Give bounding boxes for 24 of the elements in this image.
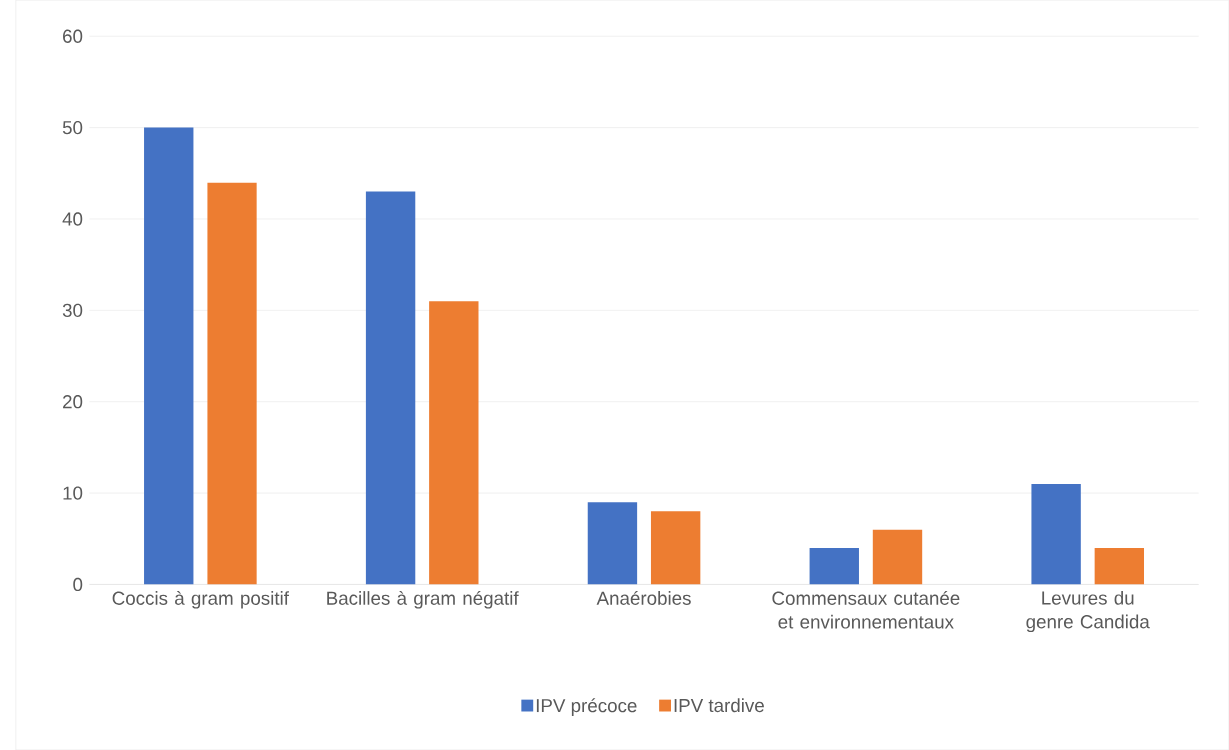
bar — [1094, 547, 1145, 585]
y-tick-label: 20 — [63, 395, 83, 409]
bar — [207, 182, 257, 585]
bar — [1031, 483, 1081, 585]
x-tick-label: Commensaux cutanée et environnementaux — [772, 590, 960, 629]
y-tick-label: 10 — [63, 486, 83, 500]
bar — [429, 301, 479, 585]
x-tick-label: Anaérobies — [596, 590, 691, 605]
legend-label: IPV tardive — [674, 698, 764, 713]
x-tick-label: Levures du genre Candida — [1026, 590, 1150, 633]
y-tick-label: 60 — [63, 29, 83, 43]
y-tick-label: 50 — [62, 120, 83, 135]
bar — [587, 502, 638, 585]
x-tick-label: Bacilles à gram négatif — [327, 590, 519, 609]
y-tick-label: 40 — [62, 212, 83, 226]
y-tick-label: 30 — [62, 303, 83, 317]
bar — [872, 529, 923, 585]
legend-label: IPV précoce — [536, 698, 637, 716]
bar — [650, 511, 701, 585]
y-tick-label: 0 — [73, 577, 83, 592]
x-tick-label: Coccis à gram positif — [112, 590, 289, 609]
bar — [809, 547, 859, 585]
bar — [144, 127, 194, 585]
bar — [365, 191, 416, 585]
